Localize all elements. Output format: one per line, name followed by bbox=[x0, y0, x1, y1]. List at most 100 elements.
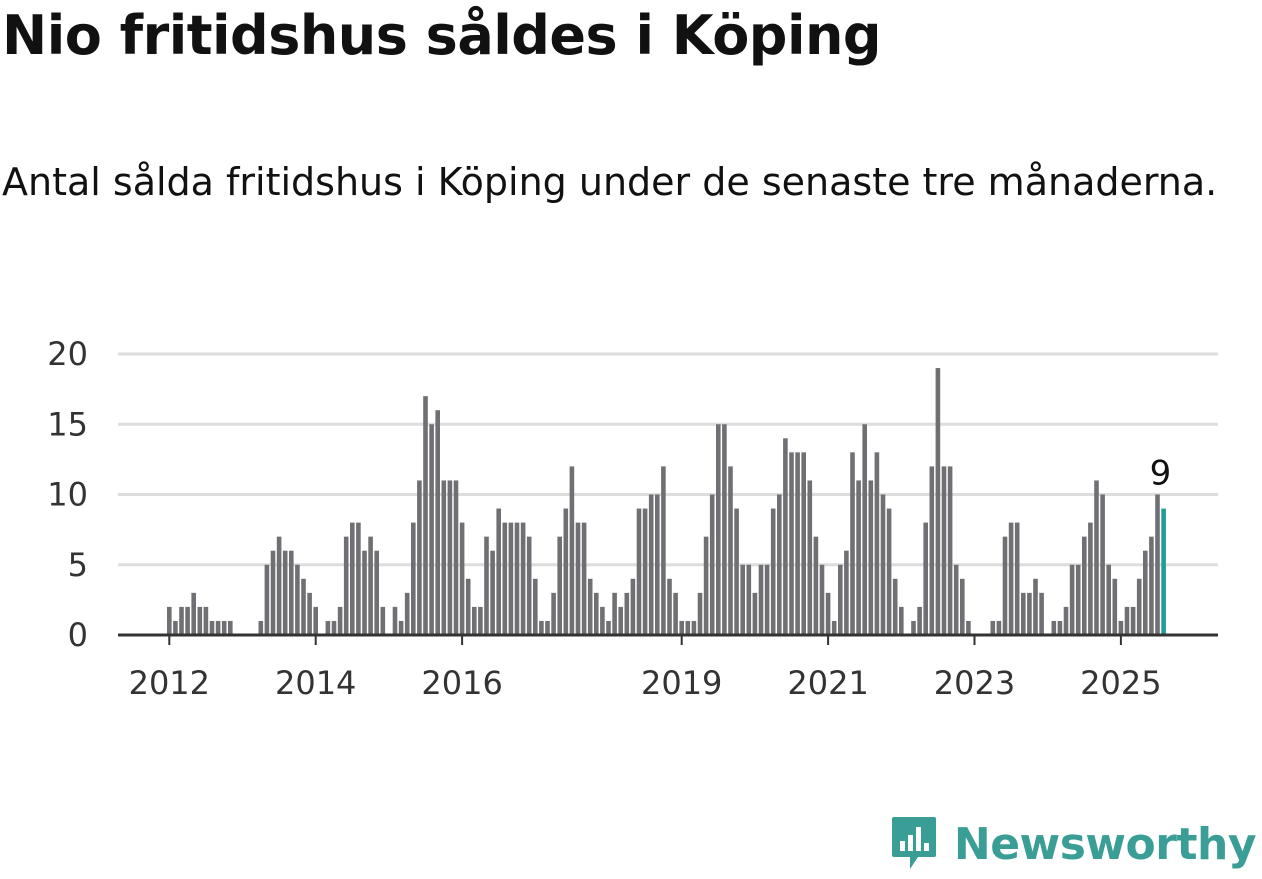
bar bbox=[1014, 522, 1020, 635]
bar bbox=[563, 508, 569, 635]
bar bbox=[313, 606, 318, 635]
x-axis-ticks: 2012 2014 2016 2019 2021 2023 2025 bbox=[129, 635, 1162, 702]
bar bbox=[587, 578, 593, 635]
bar bbox=[935, 368, 941, 635]
bar bbox=[685, 620, 691, 635]
chart-title: Nio fritidshus såldes i Köping bbox=[2, 4, 882, 67]
bar bbox=[167, 606, 172, 635]
bar bbox=[734, 508, 739, 635]
bar bbox=[478, 606, 483, 635]
bar bbox=[1008, 522, 1014, 635]
data-label: 9 bbox=[1150, 454, 1172, 494]
bar bbox=[807, 480, 813, 635]
bar bbox=[1124, 606, 1130, 635]
bar bbox=[600, 606, 605, 635]
bar bbox=[728, 466, 733, 635]
bar bbox=[1106, 564, 1111, 635]
x-tick-label: 2025 bbox=[1080, 664, 1161, 702]
y-axis-ticks: 0 5 10 15 20 bbox=[47, 335, 88, 654]
bar bbox=[1143, 550, 1148, 635]
bar bbox=[350, 522, 355, 635]
bar bbox=[679, 620, 684, 635]
bar bbox=[545, 620, 550, 635]
bar bbox=[996, 620, 1002, 635]
bar bbox=[770, 508, 776, 635]
bar bbox=[862, 424, 867, 635]
bar bbox=[581, 522, 587, 635]
bar bbox=[831, 620, 837, 635]
bar bbox=[856, 480, 861, 635]
bar bbox=[484, 536, 489, 635]
bar bbox=[1075, 564, 1081, 635]
bar bbox=[508, 522, 514, 635]
gridlines bbox=[118, 352, 1218, 567]
x-tick-label: 2016 bbox=[421, 664, 502, 702]
bar bbox=[661, 466, 666, 635]
bar bbox=[923, 522, 928, 635]
bar bbox=[215, 620, 221, 635]
bar bbox=[966, 620, 971, 635]
bar bbox=[1100, 494, 1105, 635]
bar bbox=[1130, 606, 1136, 635]
bar bbox=[1039, 592, 1044, 635]
bar bbox=[990, 620, 996, 635]
bar bbox=[264, 564, 270, 635]
bar bbox=[307, 592, 312, 635]
bar bbox=[819, 564, 825, 635]
bar bbox=[1094, 480, 1099, 635]
bar bbox=[533, 578, 538, 635]
y-tick-label: 15 bbox=[47, 405, 88, 443]
bar bbox=[777, 494, 782, 635]
y-tick-label: 5 bbox=[68, 546, 88, 584]
bar bbox=[722, 424, 727, 635]
bar bbox=[490, 550, 495, 635]
bar bbox=[276, 536, 282, 635]
bar bbox=[697, 592, 703, 635]
bar bbox=[1002, 536, 1008, 635]
bar bbox=[838, 564, 843, 635]
bar bbox=[752, 592, 758, 635]
bar bbox=[575, 522, 581, 635]
bar bbox=[746, 564, 752, 635]
bar bbox=[1057, 620, 1063, 635]
bar bbox=[228, 620, 233, 635]
bar bbox=[813, 536, 819, 635]
bar bbox=[514, 522, 520, 635]
bar bbox=[691, 620, 697, 635]
bar bbox=[429, 424, 434, 635]
bar bbox=[441, 480, 447, 635]
bar bbox=[795, 452, 800, 635]
bar bbox=[179, 606, 184, 635]
bar bbox=[520, 522, 526, 635]
bar bbox=[929, 466, 935, 635]
bar bbox=[270, 550, 276, 635]
bar bbox=[337, 606, 343, 635]
bar bbox=[630, 578, 636, 635]
chart-subtitle: Antal sålda fritidshus i Köping under de… bbox=[2, 160, 1218, 204]
bar bbox=[404, 592, 410, 635]
bar bbox=[435, 410, 440, 635]
bar bbox=[1051, 620, 1057, 635]
bar bbox=[1027, 592, 1032, 635]
bar bbox=[606, 620, 611, 635]
bar bbox=[648, 494, 654, 635]
bar bbox=[874, 452, 880, 635]
bar bbox=[569, 466, 575, 635]
bar bbox=[295, 564, 300, 635]
bar bbox=[953, 564, 959, 635]
bar bbox=[947, 466, 953, 635]
bar bbox=[850, 452, 855, 635]
bar bbox=[1155, 494, 1160, 635]
bar bbox=[1118, 620, 1124, 635]
x-tick-label: 2021 bbox=[787, 664, 868, 702]
bar bbox=[258, 620, 264, 635]
bar bbox=[1021, 592, 1026, 635]
bar-highlight bbox=[1161, 508, 1166, 635]
bar bbox=[673, 592, 678, 635]
bar bbox=[1063, 606, 1069, 635]
bar bbox=[789, 452, 794, 635]
bar bbox=[1033, 578, 1038, 635]
bar bbox=[398, 620, 404, 635]
y-tick-label: 20 bbox=[47, 335, 88, 373]
